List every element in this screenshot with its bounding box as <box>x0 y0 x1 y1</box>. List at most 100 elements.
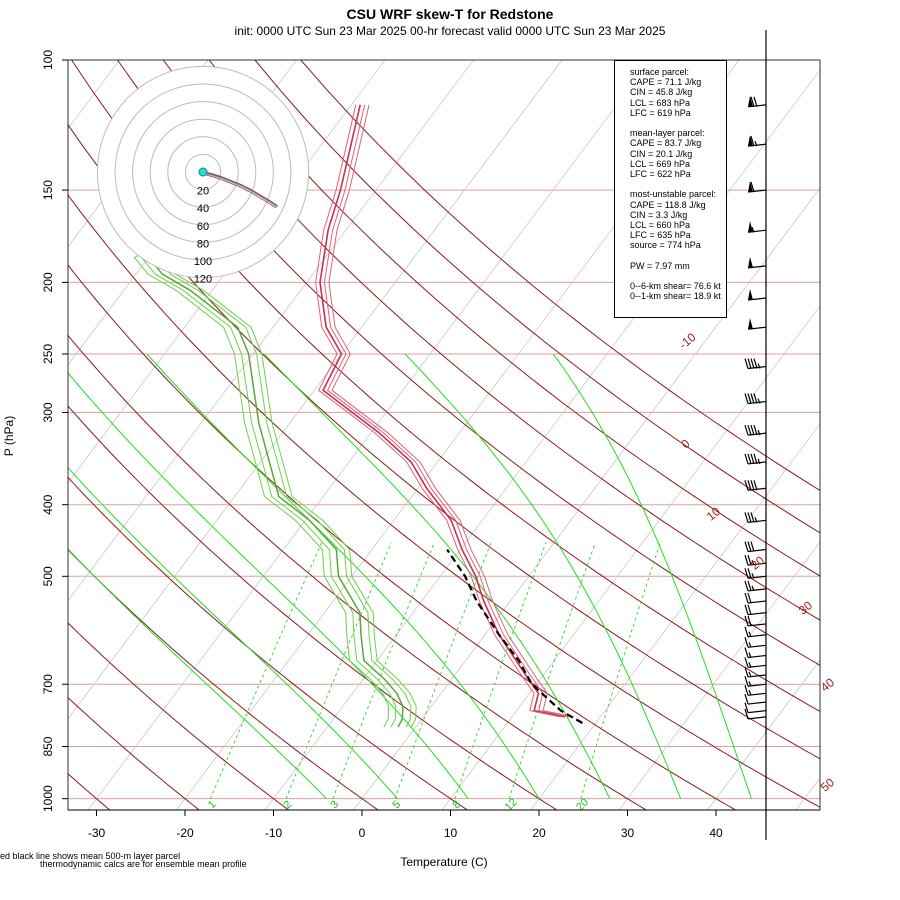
wind-barb-flag <box>744 657 749 668</box>
mixing-ratio-label: 5 <box>390 798 403 811</box>
wind-barb-pennant <box>748 181 753 193</box>
info-line: CAPE = 71.1 J/kg <box>630 77 702 88</box>
dry-adiabat <box>68 264 737 810</box>
wind-barb-flag <box>744 453 749 465</box>
hodograph-ring <box>167 136 239 208</box>
info-line: most-unstable parcel: <box>630 189 717 200</box>
wind-barb-half <box>757 458 761 465</box>
wind-barb-half <box>751 573 755 579</box>
isotherm <box>530 423 820 810</box>
mixing-ratio-line <box>285 542 392 799</box>
wind-barb-flag <box>744 393 749 404</box>
wind-barb-flag <box>747 453 752 465</box>
moist-adiabat <box>68 548 327 800</box>
wind-barb-flag <box>747 604 752 615</box>
dry-adiabat <box>68 194 820 808</box>
x-tick-label: 20 <box>532 826 546 840</box>
info-line <box>630 179 726 189</box>
wind-barb-flag <box>744 358 749 369</box>
temperature-line <box>328 104 574 718</box>
wind-barb-pennant <box>748 289 753 301</box>
info-line: CIN = 3.3 J/kg <box>630 209 688 220</box>
dry-adiabat <box>162 60 820 621</box>
wind-barb-flag <box>744 637 749 648</box>
wind-barb-flag <box>750 358 755 369</box>
info-line <box>630 271 726 281</box>
isotherm <box>441 305 820 810</box>
dry-adiabat <box>68 405 558 810</box>
x-tick-label: -20 <box>176 826 194 840</box>
x-tick-label: 30 <box>621 826 635 840</box>
info-line: LFC = 622 hPa <box>630 169 691 180</box>
y-tick-label: 200 <box>41 272 55 292</box>
dry-adiabat-label: 30 <box>796 598 815 618</box>
wind-barb <box>747 710 767 714</box>
wind-barb-half <box>748 652 752 658</box>
isotherm <box>68 60 563 720</box>
isotherm <box>87 60 651 810</box>
moist-adiabat <box>263 353 611 799</box>
mixing-ratio-label: 1 <box>206 798 219 811</box>
dry-adiabat-label: 20 <box>748 553 767 573</box>
x-tick-label: -10 <box>265 826 283 840</box>
wind-barb-flag <box>747 424 752 436</box>
hodograph-ring-label: 120 <box>194 274 212 286</box>
x-tick-label: -30 <box>88 826 106 840</box>
moist-adiabat <box>552 353 752 799</box>
wind-barb-pennant <box>748 256 753 268</box>
wind-barb-half <box>754 140 758 147</box>
hodograph-ring <box>114 83 292 261</box>
dewpoint-line <box>161 244 417 728</box>
wind-barb-flag <box>747 592 752 604</box>
wind-barb-half <box>751 585 755 592</box>
mixing-ratio-line <box>454 542 547 799</box>
wind-barb <box>747 701 767 705</box>
hodograph-ring-label: 80 <box>197 238 209 250</box>
wind-barb-flag <box>750 453 755 465</box>
chart-title: CSU WRF skew-T for Redstone <box>346 6 554 22</box>
mixing-ratio-line <box>394 542 492 799</box>
axis-labels: Temperature (C) P (hPa) <box>2 416 488 869</box>
wind-barb-flag <box>750 424 755 436</box>
info-line <box>630 118 726 128</box>
isotherm <box>707 659 820 810</box>
wind-barb-half <box>748 681 752 687</box>
temperature-line <box>323 104 570 718</box>
wind-barb-flag <box>747 541 752 552</box>
wind-barb-flag <box>744 626 749 637</box>
mixing-ratio-label: 2 <box>282 798 295 811</box>
mixing-ratio-label: 3 <box>328 798 341 811</box>
dry-adiabat-label: 40 <box>818 675 837 695</box>
wind-barb-flag <box>744 424 749 436</box>
y-axis-label: P (hPa) <box>2 416 16 456</box>
wind-barb-flag <box>747 568 752 579</box>
hodograph-ring <box>149 118 257 226</box>
info-line: 0--1-km shear= 18.9 kt <box>630 291 721 302</box>
chart-subtitle: init: 0000 UTC Sun 23 Mar 2025 00-hr for… <box>234 24 666 38</box>
dry-adiabat <box>68 696 200 810</box>
hodograph-trace <box>203 172 279 208</box>
y-tick-label: 300 <box>41 402 55 422</box>
mixing-ratio-line <box>580 542 661 799</box>
x-tick-label: 0 <box>359 826 366 840</box>
info-line: source = 774 hPa <box>630 240 701 251</box>
info-line: 0--6-km shear= 76.6 kt <box>630 281 721 292</box>
dewpoint-line <box>140 244 397 728</box>
wind-barb <box>747 716 767 720</box>
dry-adiabat <box>68 622 290 810</box>
wind-barb-flag <box>753 393 758 404</box>
y-tick-label: 100 <box>41 50 55 70</box>
info-line: LCL = 660 hPa <box>630 220 690 231</box>
parcel-info-box: surface parcel: CAPE = 71.1 J/kg CIN = 45.… <box>614 60 727 318</box>
wind-barb-flag <box>753 358 758 369</box>
info-line <box>630 251 726 261</box>
mixing-ratio-label: 8 <box>450 798 463 811</box>
wind-barb-half <box>757 398 761 404</box>
wind-barb-flag <box>744 580 749 592</box>
dry-adiabat <box>254 60 820 534</box>
moist-adiabat <box>68 466 398 800</box>
isotherm <box>881 60 900 814</box>
wind-barb-flag <box>747 580 752 592</box>
info-line: CIN = 45.8 J/kg <box>630 87 693 98</box>
